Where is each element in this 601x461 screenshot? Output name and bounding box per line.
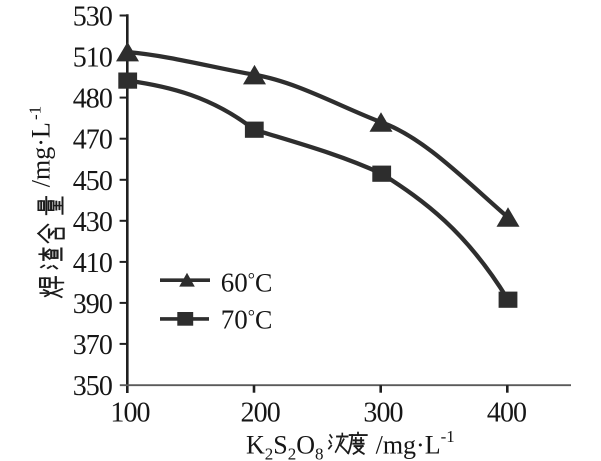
- svg-text:450: 450: [73, 166, 112, 197]
- svg-text:-1: -1: [25, 106, 44, 120]
- svg-text:100: 100: [110, 397, 149, 428]
- svg-text:200: 200: [241, 397, 280, 428]
- svg-text:-1: -1: [441, 427, 455, 446]
- svg-text:480: 480: [73, 84, 112, 115]
- svg-text:K2S2O8: K2S2O8: [246, 430, 324, 461]
- svg-text:300: 300: [363, 397, 402, 428]
- svg-text:350: 350: [73, 371, 112, 402]
- svg-text:70°C: 70°C: [221, 305, 273, 335]
- svg-text:60°C: 60°C: [221, 267, 273, 297]
- svg-text:410: 410: [73, 248, 112, 279]
- svg-text:400: 400: [487, 397, 526, 428]
- svg-text:430: 430: [73, 207, 112, 238]
- svg-text:/mg·L: /mg·L: [26, 122, 55, 187]
- svg-text:390: 390: [73, 289, 112, 320]
- svg-text:370: 370: [73, 330, 112, 361]
- svg-text:470: 470: [73, 125, 112, 156]
- svg-text:/mg·L: /mg·L: [376, 430, 441, 459]
- svg-text:510: 510: [73, 43, 112, 74]
- svg-text:530: 530: [73, 2, 112, 33]
